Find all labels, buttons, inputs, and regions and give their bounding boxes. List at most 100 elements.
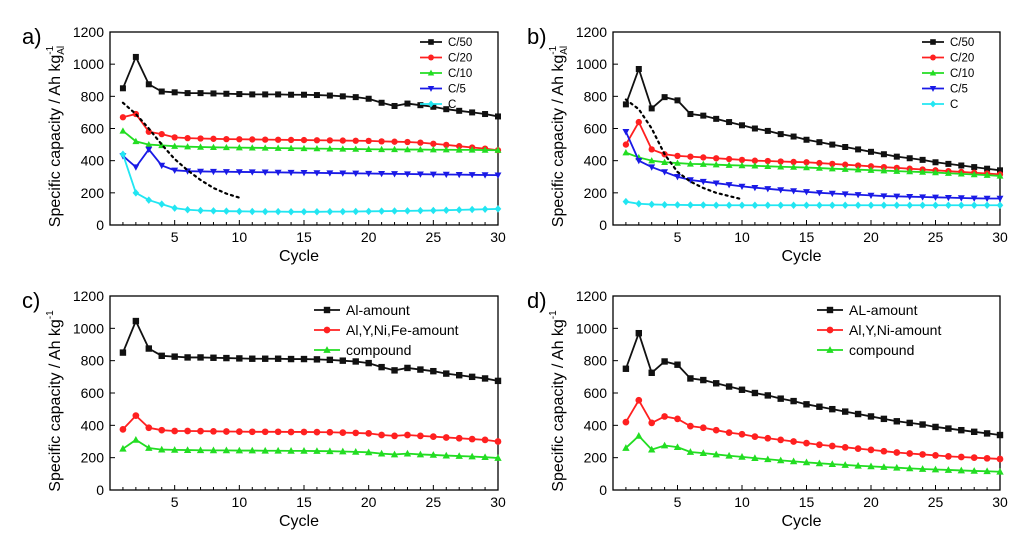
data-point [326, 92, 333, 99]
y-axis-label-sup: -1 [548, 310, 559, 319]
data-point [803, 401, 810, 408]
x-tick-label: 10 [232, 494, 248, 510]
data-point [119, 349, 127, 356]
data-point [287, 428, 295, 436]
x-tick-label: 15 [799, 494, 815, 510]
data-point [494, 438, 502, 445]
data-point [803, 159, 810, 166]
data-point [287, 136, 295, 144]
data-point [430, 206, 437, 215]
data-point [997, 167, 1003, 174]
y-tick-label: 400 [584, 153, 608, 169]
data-point [712, 161, 720, 168]
y-tick-label: 200 [584, 450, 608, 466]
data-point [622, 418, 630, 426]
data-point [867, 163, 875, 170]
data-point [235, 169, 243, 176]
data-point [867, 462, 875, 470]
data-point [635, 65, 642, 72]
data-point [391, 432, 398, 440]
data-point [132, 412, 140, 419]
data-point [622, 129, 630, 136]
data-point [288, 91, 295, 98]
y-axis-label: Specific capacity / Ah kg-1Al [548, 45, 570, 227]
data-point [635, 118, 642, 126]
data-point [932, 159, 939, 166]
data-point [377, 449, 386, 457]
data-point [261, 446, 269, 454]
data-point [738, 453, 746, 460]
data-point [983, 195, 991, 203]
data-point [919, 194, 927, 201]
data-point [622, 149, 630, 156]
data-point [751, 433, 759, 441]
data-point [132, 53, 139, 60]
data-point [803, 163, 810, 171]
data-point [635, 329, 642, 337]
data-point [687, 111, 694, 118]
y-tick-label: 200 [81, 185, 105, 201]
data-point [790, 438, 797, 445]
data-point [893, 167, 901, 174]
data-point [984, 165, 991, 172]
data-point [119, 444, 127, 452]
data-point [300, 447, 308, 454]
legend-marker [323, 326, 331, 334]
y-tick-label: 0 [96, 217, 104, 233]
x-tick-label: 30 [992, 494, 1008, 510]
data-point [455, 434, 463, 442]
data-point [622, 365, 630, 372]
data-point [481, 146, 489, 153]
legend-label: C/50 [950, 37, 974, 49]
plot-frame [612, 31, 1001, 226]
data-point [713, 115, 720, 122]
data-point [378, 207, 385, 215]
data-point [145, 424, 153, 432]
data-point [983, 201, 991, 209]
data-point [481, 453, 489, 461]
data-point [275, 91, 282, 98]
data-point [751, 201, 759, 209]
data-point [958, 426, 965, 434]
data-point [210, 143, 217, 151]
data-point [236, 91, 243, 98]
legend: Al-amount Al,Y,Ni,Fe-amount compound [314, 302, 459, 358]
data-point [777, 436, 785, 444]
data-point [416, 171, 424, 178]
data-point [944, 194, 952, 202]
data-point [313, 208, 321, 216]
data-point [803, 439, 810, 447]
series-line [625, 120, 1001, 176]
series-line [122, 130, 499, 152]
data-point [777, 163, 785, 170]
data-point [468, 373, 476, 381]
data-point [171, 134, 178, 141]
data-point [197, 135, 204, 142]
legend-marker [930, 54, 936, 61]
data-point [222, 446, 231, 454]
data-point [326, 207, 334, 216]
y-tick-label: 800 [81, 88, 105, 104]
data-point [378, 363, 385, 371]
legend-marker [427, 85, 435, 92]
data-point [429, 433, 437, 441]
x-tick-label: 25 [426, 229, 442, 245]
data-point [932, 423, 939, 431]
data-point [854, 192, 862, 199]
data-point [674, 174, 681, 181]
data-point [248, 169, 256, 176]
data-point [482, 111, 489, 118]
data-point [790, 158, 797, 166]
data-point [622, 141, 630, 148]
y-tick-label: 1200 [73, 24, 104, 40]
data-point [970, 170, 978, 178]
data-point [957, 453, 965, 461]
data-point [274, 446, 282, 454]
legend-marker [427, 100, 435, 108]
data-point [365, 207, 372, 216]
data-point [378, 138, 385, 145]
data-point [365, 170, 373, 178]
legend-label: C/20 [950, 53, 974, 65]
y-axis-label-main: Specific capacity / Ah kg [550, 55, 567, 228]
data-point [352, 137, 359, 144]
